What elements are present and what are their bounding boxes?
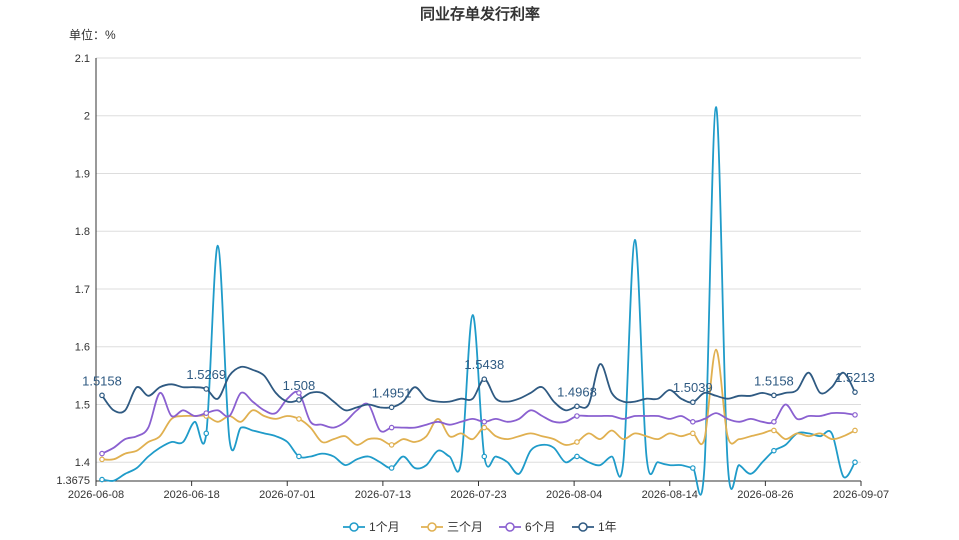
data-point: [690, 430, 696, 437]
data-point: [296, 416, 302, 422]
y-tick-label: 2: [84, 111, 90, 123]
chart-title: 同业存单发行利率: [420, 5, 540, 23]
legend-label[interactable]: 1个月: [369, 520, 400, 534]
data-point: [690, 419, 696, 425]
x-tick-label: 2026-06-18: [163, 489, 219, 501]
data-point: [388, 424, 395, 431]
data-point: [690, 399, 696, 406]
data-label: 1.508: [283, 378, 316, 393]
x-axis: 2026-06-08 2026-06-18 2026-07-01 2026-07-13…: [68, 480, 889, 501]
y-axis: 1.4 1.5 1.6 1.7 1.8 1.9 2 2.1 1.3675: [56, 53, 97, 487]
x-tick-label: 2026-08-14: [642, 489, 698, 501]
data-point: [771, 419, 777, 425]
y-tick-label: 1.7: [75, 284, 90, 296]
legend-marker[interactable]: [578, 522, 588, 532]
data-label: 1.4968: [557, 384, 597, 399]
data-label: 1.5438: [464, 357, 504, 372]
data-point: [771, 447, 777, 454]
data-point: [388, 442, 395, 448]
x-tick-label: 2026-06-08: [68, 489, 124, 501]
data-point: [852, 459, 858, 466]
data-point: [574, 439, 580, 445]
x-tick-label: 2026-08-26: [737, 489, 793, 501]
x-tick-label: 2026-08-04: [546, 489, 602, 501]
data-point: [481, 424, 488, 431]
data-point: [852, 427, 858, 434]
x-tick-label: 2026-09-07: [833, 489, 889, 501]
y-tick-label: 1.5: [75, 399, 90, 411]
data-point: [296, 453, 302, 460]
y-min-label: 1.3675: [56, 475, 90, 487]
data-label: 1.5158: [82, 373, 122, 388]
data-point: [203, 410, 210, 416]
series-line-2: [101, 390, 856, 455]
y-tick-label: 1.6: [75, 342, 90, 354]
data-label: 1.5039: [673, 380, 713, 395]
grid: [96, 57, 861, 463]
x-tick-label: 2026-07-13: [355, 489, 411, 501]
data-point: [99, 476, 105, 483]
y-tick-label: 1.9: [75, 168, 90, 180]
data-label: 1.5158: [754, 373, 794, 388]
data-point: [690, 465, 696, 471]
data-point: [771, 427, 777, 434]
legend-marker[interactable]: [349, 522, 359, 532]
data-point: [388, 465, 395, 471]
x-tick-label: 2026-07-01: [259, 489, 315, 501]
data-point: [852, 389, 858, 395]
y-tick-label: 2.1: [75, 53, 90, 65]
x-tick-label: 2026-07-23: [450, 489, 506, 501]
legend[interactable]: 1个月 三个月 6个月 1年: [343, 520, 617, 534]
data-point: [296, 397, 302, 403]
data-point: [203, 430, 210, 437]
y-tick-label: 1.8: [75, 226, 90, 238]
y-tick-label: 1.4: [75, 457, 90, 469]
legend-label[interactable]: 三个月: [447, 520, 483, 534]
data-point: [771, 392, 777, 399]
data-point: [574, 453, 580, 460]
data-point: [99, 456, 105, 463]
data-point: [481, 453, 488, 460]
data-point: [852, 412, 858, 418]
legend-label[interactable]: 6个月: [525, 520, 556, 534]
unit-label: 单位：%: [69, 27, 116, 42]
data-point: [296, 390, 302, 396]
data-point: [388, 404, 395, 411]
series-points: [99, 376, 858, 483]
data-label: 1.5213: [835, 370, 875, 385]
data-point: [574, 413, 580, 419]
data-point: [203, 386, 210, 392]
data-point: [574, 403, 580, 410]
series-line-0: [101, 106, 856, 496]
series-line-3: [101, 363, 856, 414]
legend-marker[interactable]: [505, 522, 515, 532]
data-point: [99, 392, 105, 399]
data-point: [481, 376, 488, 382]
legend-label[interactable]: 1年: [598, 520, 617, 534]
data-label: 1.5269: [186, 367, 226, 382]
data-point: [481, 419, 488, 425]
data-label: 1.4951: [372, 385, 412, 400]
data-point: [99, 450, 105, 457]
legend-marker[interactable]: [427, 522, 437, 532]
data-labels: 1.5158 1.5269 1.508 1.4951 1.5438 1.4968 1.503…: [82, 357, 875, 400]
series-lines: [101, 106, 856, 496]
